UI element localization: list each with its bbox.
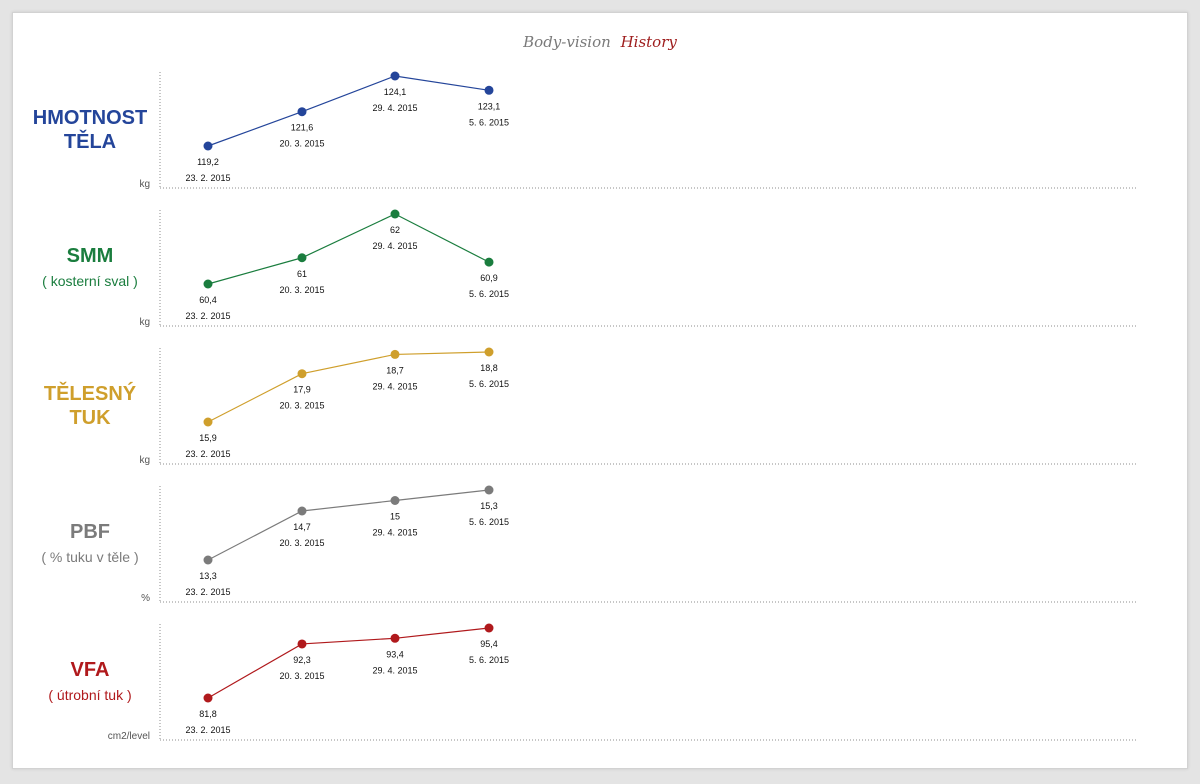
data-point bbox=[390, 209, 400, 219]
value-label: 61 bbox=[297, 269, 307, 279]
history-frame bbox=[12, 12, 1188, 769]
panel-label: TUK bbox=[69, 407, 111, 429]
date-label: 23. 2. 2015 bbox=[185, 449, 230, 459]
date-label: 5. 6. 2015 bbox=[469, 379, 509, 389]
value-label: 62 bbox=[390, 225, 400, 235]
panel-label: VFA bbox=[71, 659, 110, 681]
data-point bbox=[297, 107, 307, 117]
date-label: 29. 4. 2015 bbox=[372, 381, 417, 391]
value-label: 95,4 bbox=[480, 639, 498, 649]
date-label: 29. 4. 2015 bbox=[372, 241, 417, 251]
date-label: 5. 6. 2015 bbox=[469, 117, 509, 127]
series-line bbox=[207, 489, 490, 561]
series-line bbox=[207, 75, 490, 147]
data-point bbox=[203, 417, 213, 427]
value-label: 15,9 bbox=[199, 433, 217, 443]
unit-label: kg bbox=[139, 179, 150, 190]
data-point bbox=[484, 485, 494, 495]
value-label: 15 bbox=[390, 512, 400, 522]
chart-panel: % PBF ( % tuku v těle ) 13,3 23. 2. 2015 14,7… bbox=[41, 485, 1138, 604]
value-label: 81,8 bbox=[199, 709, 217, 719]
panel-sublabel: ( kosterní sval ) bbox=[42, 273, 138, 289]
data-point bbox=[390, 633, 400, 643]
date-label: 5. 6. 2015 bbox=[469, 655, 509, 665]
panel-label: TĚLESNÝ bbox=[44, 381, 137, 405]
data-point bbox=[203, 693, 213, 703]
value-label: 18,7 bbox=[386, 365, 404, 375]
value-label: 60,4 bbox=[199, 295, 217, 305]
panel-label: SMM bbox=[67, 245, 114, 267]
value-label: 121,6 bbox=[291, 123, 314, 133]
data-point bbox=[203, 141, 213, 151]
data-point bbox=[297, 506, 307, 516]
data-point bbox=[484, 85, 494, 95]
unit-label: % bbox=[141, 593, 150, 604]
date-label: 20. 3. 2015 bbox=[279, 538, 324, 548]
data-point bbox=[484, 347, 494, 357]
data-point bbox=[484, 623, 494, 633]
panel-label: TĚLA bbox=[64, 129, 116, 153]
data-point bbox=[297, 639, 307, 649]
chart-panel: cm2/level VFA ( útrobní tuk ) 81,8 23. 2. 20… bbox=[48, 623, 1138, 742]
date-label: 23. 2. 2015 bbox=[185, 311, 230, 321]
value-label: 15,3 bbox=[480, 501, 498, 511]
date-label: 5. 6. 2015 bbox=[469, 289, 509, 299]
unit-label: cm2/level bbox=[108, 731, 150, 742]
value-label: 60,9 bbox=[480, 273, 498, 283]
data-point bbox=[203, 555, 213, 565]
date-label: 20. 3. 2015 bbox=[279, 671, 324, 681]
value-label: 17,9 bbox=[293, 385, 311, 395]
data-point bbox=[297, 369, 307, 379]
series-line bbox=[207, 627, 490, 699]
panel-label: HMOTNOST bbox=[33, 107, 147, 129]
panel-label: PBF bbox=[70, 521, 110, 543]
data-point bbox=[390, 71, 400, 81]
panel-sublabel: ( % tuku v těle ) bbox=[41, 549, 138, 565]
date-label: 23. 2. 2015 bbox=[185, 587, 230, 597]
date-label: 20. 3. 2015 bbox=[279, 401, 324, 411]
panel-sublabel: ( útrobní tuk ) bbox=[48, 687, 131, 703]
data-point bbox=[390, 496, 400, 505]
value-label: 119,2 bbox=[197, 157, 219, 167]
unit-label: kg bbox=[139, 317, 150, 328]
value-label: 124,1 bbox=[384, 87, 407, 97]
value-label: 14,7 bbox=[293, 522, 311, 532]
series-line bbox=[207, 351, 490, 423]
date-label: 20. 3. 2015 bbox=[279, 139, 324, 149]
value-label: 18,8 bbox=[480, 363, 498, 373]
unit-label: kg bbox=[139, 455, 150, 466]
date-label: 29. 4. 2015 bbox=[372, 103, 417, 113]
data-point bbox=[484, 257, 494, 267]
date-label: 20. 3. 2015 bbox=[279, 285, 324, 295]
value-label: 13,3 bbox=[199, 571, 217, 581]
series-line bbox=[207, 213, 490, 285]
date-label: 29. 4. 2015 bbox=[372, 528, 417, 538]
date-label: 5. 6. 2015 bbox=[469, 517, 509, 527]
data-point bbox=[203, 279, 213, 289]
title-part-1: Body-vision bbox=[522, 33, 611, 51]
date-label: 29. 4. 2015 bbox=[372, 665, 417, 675]
value-label: 123,1 bbox=[478, 101, 501, 111]
data-point bbox=[390, 349, 400, 359]
value-label: 92,3 bbox=[293, 655, 311, 665]
value-label: 93,4 bbox=[386, 649, 404, 659]
date-label: 23. 2. 2015 bbox=[185, 725, 230, 735]
page-title: Body-vision History bbox=[522, 33, 677, 51]
chart-panel: kg SMM ( kosterní sval ) 60,4 23. 2. 2015 61 2… bbox=[42, 209, 1138, 328]
title-part-2: History bbox=[620, 33, 678, 51]
data-point bbox=[297, 253, 307, 263]
date-label: 23. 2. 2015 bbox=[185, 173, 230, 183]
